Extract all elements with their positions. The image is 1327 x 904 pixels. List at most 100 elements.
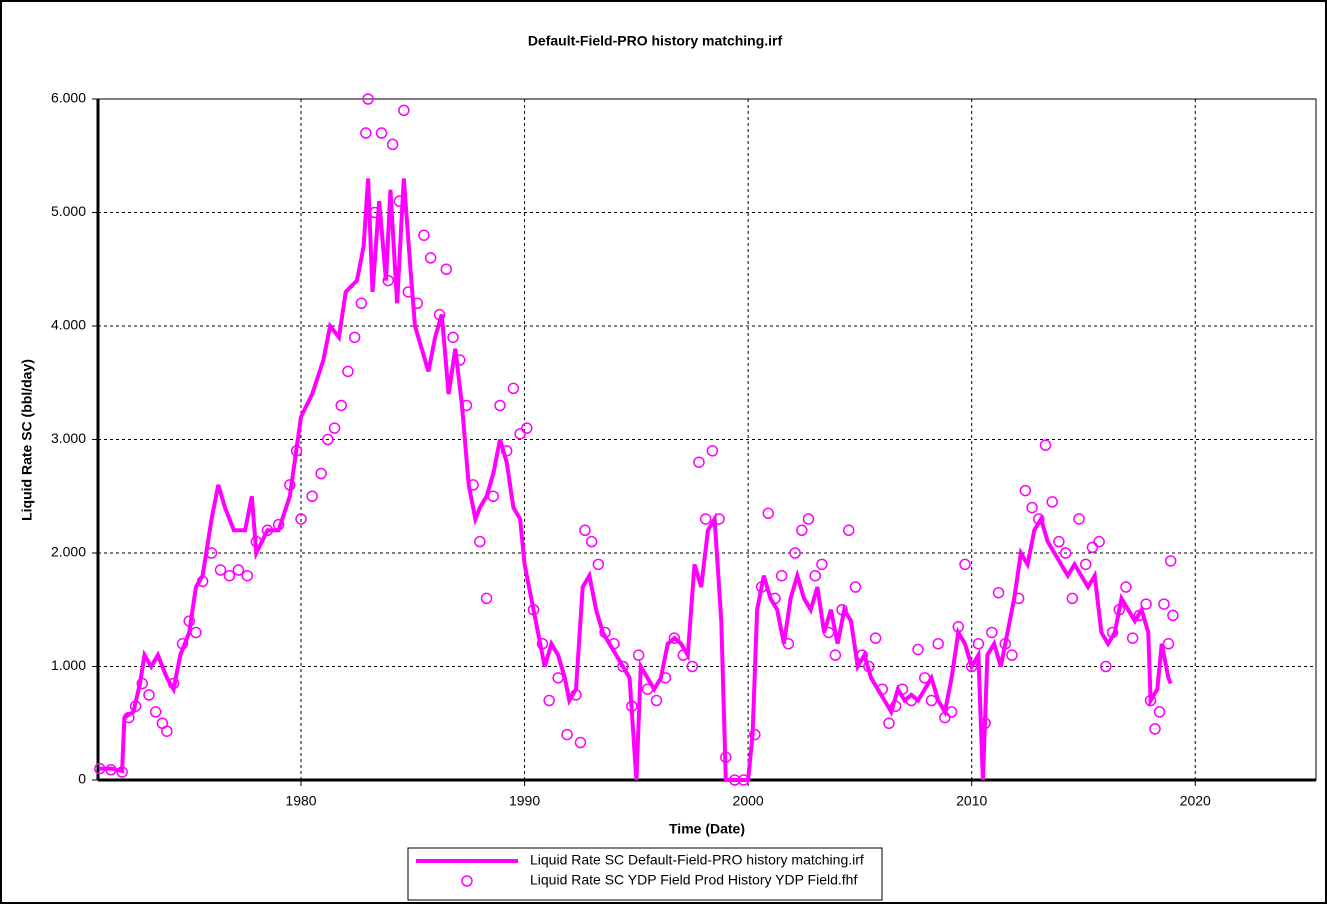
- series-marker: [1006, 649, 1018, 661]
- series-marker: [822, 626, 835, 639]
- series-marker: [1059, 547, 1072, 559]
- series-marker: [677, 649, 690, 661]
- series-marker: [842, 524, 855, 537]
- chart-title: Default-Field-PRO history matching.irf: [528, 33, 783, 49]
- series-marker: [829, 649, 842, 661]
- series-marker: [617, 660, 629, 673]
- series-marker: [932, 638, 944, 650]
- series-marker: [348, 331, 361, 344]
- series-marker: [737, 774, 750, 786]
- series-marker: [214, 564, 227, 576]
- series-marker: [467, 479, 479, 491]
- series-marker: [1106, 626, 1119, 639]
- series-marker: [782, 638, 795, 650]
- series-marker: [1019, 484, 1032, 497]
- series-marker: [809, 569, 821, 582]
- series-marker: [1012, 592, 1025, 605]
- series-marker: [992, 586, 1005, 599]
- legend-label: Liquid Rate SC Default-Field-PRO history…: [530, 852, 864, 868]
- series-marker: [599, 626, 611, 639]
- series-marker: [424, 252, 437, 264]
- y-tick-label: 2.000: [51, 544, 86, 560]
- series-marker: [1066, 592, 1079, 605]
- series-marker: [1053, 535, 1065, 548]
- series-marker: [1144, 694, 1157, 707]
- series-marker: [284, 479, 296, 491]
- series-marker: [453, 354, 466, 366]
- x-tick-label: 1990: [509, 793, 540, 809]
- series-marker: [241, 569, 254, 582]
- series-marker: [315, 467, 327, 480]
- series-marker: [769, 592, 781, 605]
- series-marker: [362, 93, 374, 105]
- series-marker: [536, 638, 549, 650]
- series-marker: [713, 513, 725, 525]
- series-marker: [123, 711, 135, 724]
- series-marker: [749, 728, 761, 741]
- legend-label: Liquid Rate SC YDP Field Prod History YD…: [530, 872, 857, 888]
- series-marker: [1073, 513, 1085, 525]
- series-marker: [856, 649, 868, 661]
- y-tick-label: 4.000: [51, 317, 86, 333]
- series-marker: [360, 127, 372, 139]
- x-tick-label: 1980: [285, 793, 316, 809]
- series-marker: [382, 274, 394, 287]
- series-marker: [863, 660, 875, 673]
- series-marker: [849, 581, 862, 593]
- series-marker: [398, 104, 410, 117]
- legend-box: [407, 847, 883, 901]
- series-marker: [979, 717, 991, 729]
- series-marker: [1162, 638, 1175, 650]
- series-marker: [1164, 555, 1177, 567]
- series-marker: [480, 592, 493, 605]
- series-marker: [494, 399, 506, 412]
- series-marker: [411, 297, 424, 310]
- series-marker: [728, 774, 741, 786]
- series-marker: [626, 700, 638, 712]
- series-marker: [335, 399, 347, 412]
- series-marker: [1153, 706, 1166, 718]
- series-marker: [161, 725, 173, 737]
- series-marker: [375, 127, 388, 139]
- series-marker: [876, 683, 889, 695]
- y-tick-label: 3.000: [51, 430, 86, 446]
- series-marker: [668, 632, 681, 644]
- series-marker: [143, 689, 155, 701]
- series-marker: [342, 365, 354, 378]
- series-marker: [261, 524, 274, 537]
- series-marker: [527, 604, 540, 616]
- series-marker: [460, 399, 473, 412]
- series-marker: [561, 728, 573, 741]
- series-marker: [167, 677, 180, 690]
- series-marker: [1039, 439, 1052, 451]
- series-marker: [447, 331, 459, 344]
- series-marker: [306, 490, 318, 502]
- series-marker: [1140, 598, 1152, 610]
- series-marker: [393, 195, 406, 207]
- series-marker: [543, 694, 555, 707]
- series-marker: [355, 297, 368, 310]
- series-marker: [1120, 581, 1132, 593]
- series-marker: [720, 751, 732, 764]
- series-marker: [250, 535, 263, 548]
- series-marker: [802, 513, 815, 525]
- series-marker: [1026, 501, 1038, 514]
- y-tick-label: 5.000: [51, 203, 86, 219]
- series-marker: [1167, 609, 1179, 622]
- series-marker: [418, 229, 430, 241]
- series-marker: [386, 138, 399, 151]
- series-marker: [939, 711, 951, 724]
- series-marker: [116, 766, 128, 778]
- series-marker: [965, 660, 978, 673]
- series-marker: [94, 762, 106, 775]
- series-marker: [659, 672, 672, 684]
- series-marker: [507, 382, 520, 395]
- series-marker: [925, 694, 938, 707]
- series-marker: [999, 638, 1011, 650]
- y-axis-label: Liquid Rate SC (bbl/day): [19, 359, 35, 521]
- series-marker: [223, 569, 236, 582]
- series-marker: [402, 286, 415, 298]
- y-tick-label: 1.000: [51, 657, 86, 673]
- series-marker: [762, 507, 775, 520]
- series-marker: [1046, 496, 1058, 508]
